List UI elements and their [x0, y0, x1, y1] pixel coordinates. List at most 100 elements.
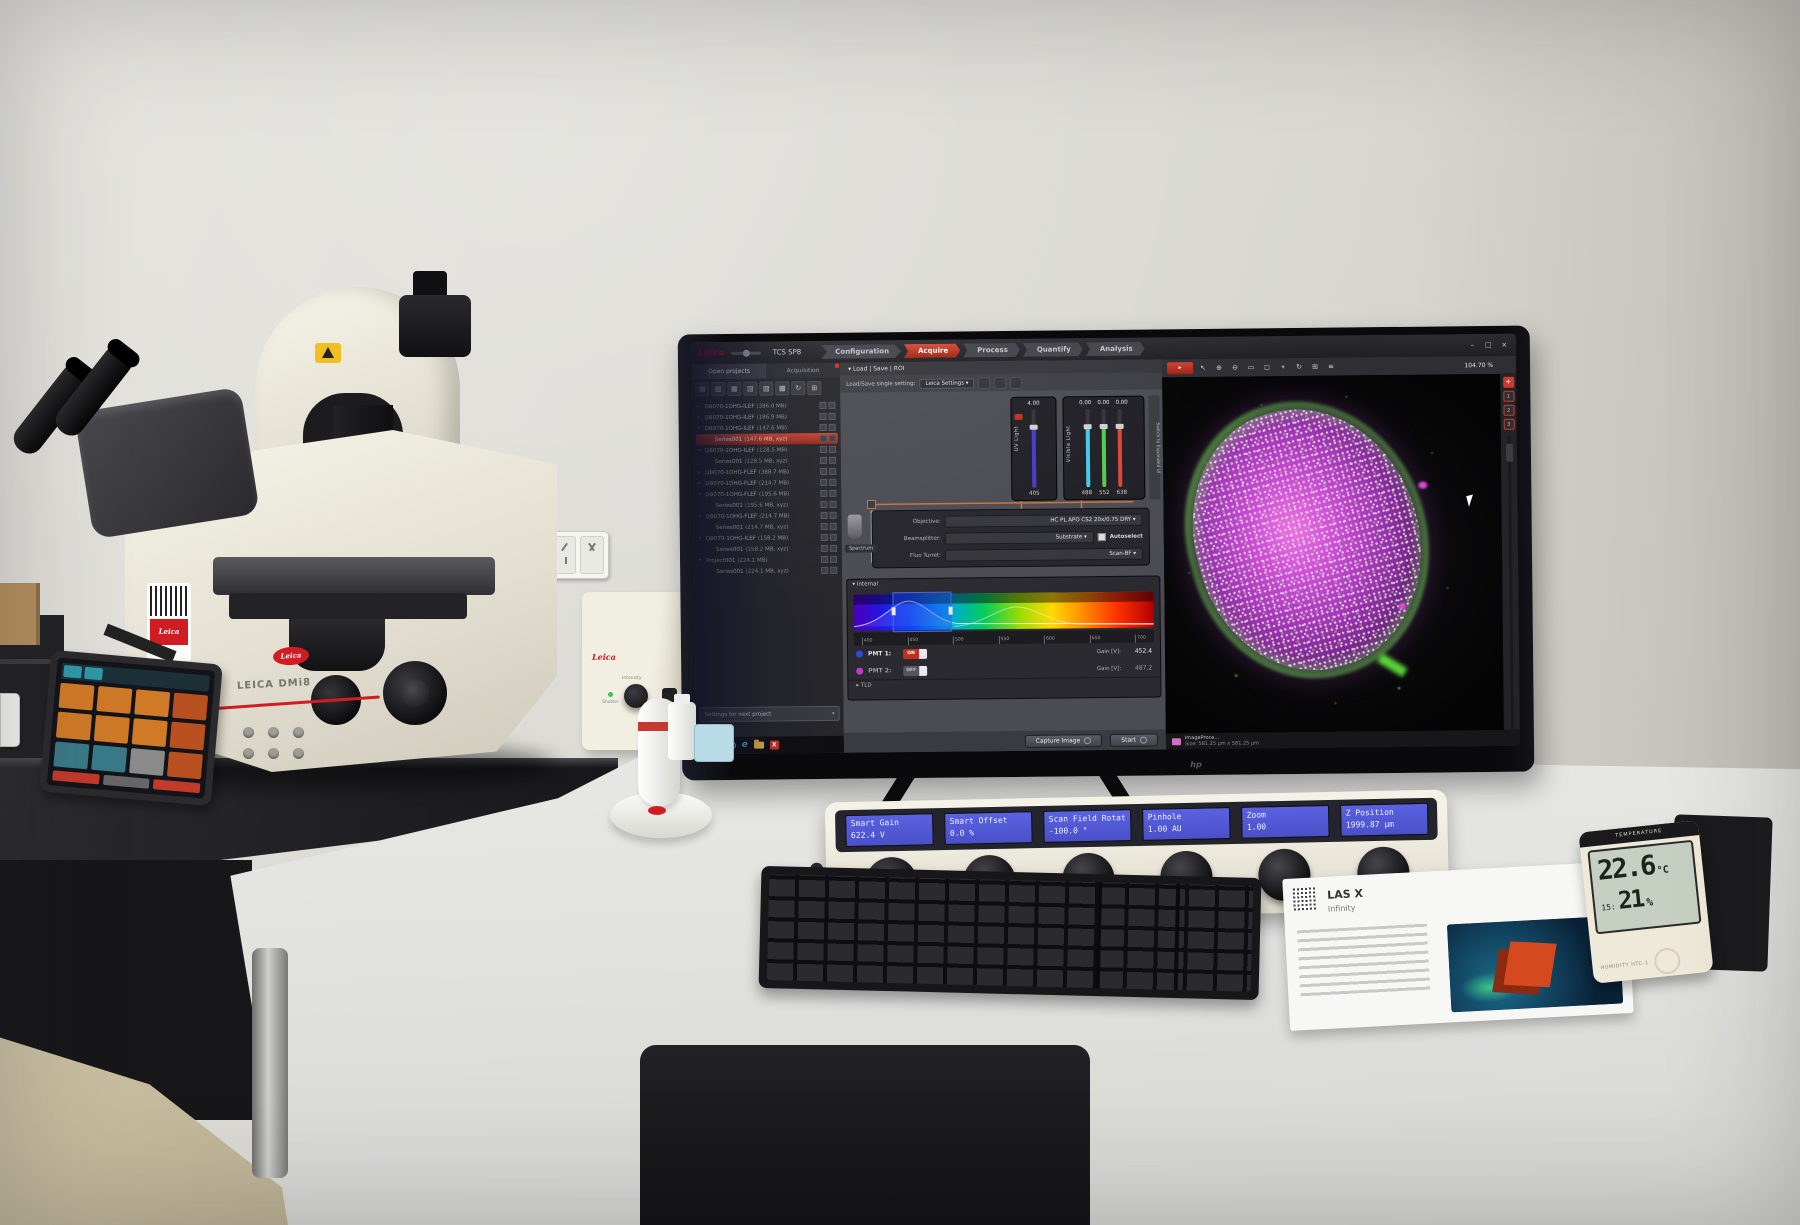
file-icon[interactable]: [829, 500, 837, 508]
workflow-tab[interactable]: Analysis: [1086, 342, 1145, 357]
file-icon[interactable]: [819, 412, 827, 420]
file-icon[interactable]: [828, 445, 836, 453]
live-view-button[interactable]: ▸: [1167, 362, 1194, 375]
brightness-slider[interactable]: [730, 349, 761, 357]
file-icon[interactable]: [821, 566, 829, 574]
save-all-icon[interactable]: ▧: [743, 381, 758, 396]
laser-intensity-value[interactable]: 0.00: [1115, 399, 1128, 406]
lasx-app-icon[interactable]: X: [769, 740, 779, 750]
delete-setting-icon[interactable]: [994, 376, 1007, 389]
autoselect-checkbox[interactable]: [1097, 533, 1106, 542]
save-icon[interactable]: ▦: [727, 381, 742, 396]
micrograph-canvas[interactable]: [1162, 373, 1520, 734]
laser-slider[interactable]: [1115, 408, 1124, 487]
channel-button[interactable]: 1: [1502, 390, 1514, 402]
new-project-icon[interactable]: ▤: [695, 382, 710, 397]
file-icon[interactable]: [819, 423, 827, 431]
file-icon[interactable]: [829, 478, 837, 486]
file-icon[interactable]: [820, 478, 828, 486]
import-icon[interactable]: ▩: [775, 381, 790, 396]
file-icon[interactable]: [820, 511, 828, 519]
workflow-tab[interactable]: Configuration: [821, 344, 901, 359]
expander-icon[interactable]: ▾: [697, 448, 701, 454]
detector-toggle[interactable]: OFF: [903, 665, 928, 676]
fluo-turret-dropdown[interactable]: Scan-BF ▾: [944, 547, 1144, 562]
viewer-scrollbar[interactable]: [1505, 435, 1514, 730]
next-project-dropdown[interactable]: Settings for next project ▾: [699, 705, 840, 723]
expander-icon[interactable]: ▸: [697, 404, 700, 410]
file-icon[interactable]: [829, 544, 837, 552]
expander-icon[interactable]: ▾: [698, 536, 702, 542]
minimize-button[interactable]: –: [1470, 341, 1475, 350]
export-icon[interactable]: ▨: [759, 381, 774, 396]
keyboard[interactable]: [758, 865, 1262, 1001]
tab-acquisition[interactable]: Acquisition: [765, 362, 841, 379]
zoom-in-icon[interactable]: ⊕: [1216, 363, 1223, 372]
pmt1-detection-band[interactable]: [891, 591, 953, 633]
expander-icon[interactable]: ▸: [698, 470, 701, 476]
base-buttons[interactable]: [243, 727, 313, 763]
file-icon[interactable]: [820, 544, 828, 552]
file-icon[interactable]: [829, 533, 837, 541]
touchscreen-buttons[interactable]: [53, 682, 209, 780]
tab-open-projects[interactable]: Open projects: [692, 363, 767, 380]
open-project-icon[interactable]: ▥: [711, 381, 726, 397]
tld-section[interactable]: ▸ TLD: [848, 676, 1161, 697]
expander-icon[interactable]: ▾: [697, 426, 700, 432]
file-icon[interactable]: [819, 401, 827, 409]
file-icon[interactable]: [820, 467, 828, 475]
microscope-touchscreen[interactable]: [39, 649, 223, 807]
maximize-button[interactable]: □: [1484, 340, 1492, 350]
file-icon[interactable]: [828, 412, 836, 420]
beamsplitter-dropdown[interactable]: Substrate ▾: [944, 531, 1094, 545]
uv-on-indicator[interactable]: [1014, 413, 1023, 420]
save-setting-icon[interactable]: [978, 376, 991, 389]
file-icon[interactable]: [820, 522, 828, 530]
channel-button[interactable]: 3: [1503, 418, 1515, 430]
start-button[interactable]: Start: [1110, 732, 1159, 747]
file-icon[interactable]: [828, 401, 836, 409]
laser-intensity-value[interactable]: 0.00: [1097, 399, 1110, 407]
undo-setting-icon[interactable]: [1010, 376, 1023, 389]
touchscreen-display[interactable]: [46, 657, 216, 799]
thumbnail-view-icon[interactable]: ⊞: [807, 380, 822, 396]
focus-knob[interactable]: [383, 661, 447, 725]
zoom-level[interactable]: 104.70 %: [1464, 361, 1494, 369]
workflow-tab[interactable]: Quantify: [1023, 342, 1083, 357]
file-icon[interactable]: [819, 445, 827, 453]
file-icon[interactable]: [820, 500, 828, 508]
file-explorer-icon[interactable]: [753, 741, 764, 749]
layers-icon[interactable]: ≡: [1328, 362, 1335, 371]
expander-icon[interactable]: ▸: [698, 481, 701, 487]
file-icon[interactable]: [830, 566, 838, 574]
roi-icon[interactable]: ◻: [1264, 362, 1271, 371]
file-icon[interactable]: [821, 555, 829, 563]
rotate-icon[interactable]: ↻: [1296, 362, 1303, 371]
file-icon[interactable]: [829, 467, 837, 475]
key-field[interactable]: [766, 874, 1254, 992]
file-icon[interactable]: [829, 522, 837, 530]
file-icon[interactable]: [819, 434, 827, 442]
file-icon[interactable]: [830, 555, 838, 563]
file-icon[interactable]: [820, 489, 828, 497]
switch-ui-tab[interactable]: Switch to Expanded UI: [1148, 395, 1161, 500]
edge-browser-icon[interactable]: e: [741, 739, 748, 750]
add-channel-button[interactable]: +: [1502, 376, 1514, 388]
detector-toggle[interactable]: ON: [902, 648, 928, 659]
objective-dropdown[interactable]: HC PL APO CS2 20x/0.75 DRY ▾: [944, 513, 1143, 528]
zoom-out-icon[interactable]: ⊖: [1232, 363, 1239, 372]
close-button[interactable]: ×: [1501, 340, 1508, 349]
uv-intensity-value[interactable]: 4.00: [1027, 400, 1040, 407]
gain-value[interactable]: 487.2: [1134, 664, 1153, 672]
channel-button[interactable]: 2: [1502, 404, 1515, 416]
workflow-tab[interactable]: Acquire: [904, 344, 960, 359]
expander-icon[interactable]: ▾: [698, 514, 701, 520]
workflow-tab[interactable]: Process: [963, 343, 1020, 358]
uv-slider[interactable]: [1029, 409, 1038, 488]
expander-icon[interactable]: ▾: [698, 492, 701, 498]
pointer-icon[interactable]: ↖: [1200, 363, 1207, 372]
file-icon[interactable]: [829, 489, 837, 497]
objective-nosepiece[interactable]: [289, 619, 385, 671]
refresh-icon[interactable]: ↻: [791, 381, 806, 396]
file-icon[interactable]: [820, 533, 828, 541]
